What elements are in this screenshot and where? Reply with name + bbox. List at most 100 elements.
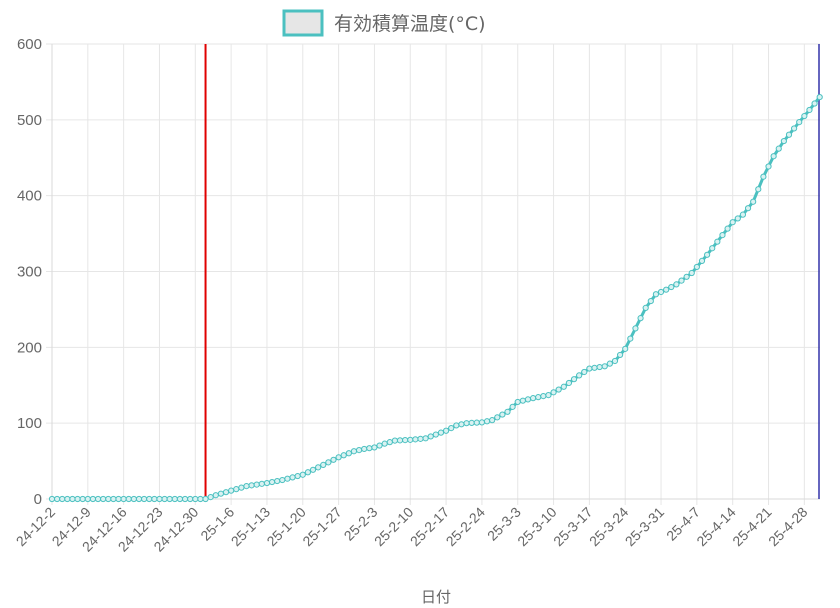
- legend-label[interactable]: 有効積算温度(°C): [334, 13, 486, 35]
- data-point: [268, 478, 276, 486]
- data-point: [120, 495, 127, 503]
- data-point: [146, 495, 153, 503]
- data-point: [417, 435, 424, 442]
- data-point: [432, 431, 439, 438]
- x-axis: 24-12-224-12-924-12-1624-12-2324-12-3025…: [13, 504, 811, 555]
- data-point: [719, 232, 726, 239]
- data-point: [243, 483, 250, 490]
- data-point: [524, 396, 532, 403]
- legend[interactable]: 有効積算温度(°C): [282, 9, 486, 37]
- data-point: [760, 173, 767, 180]
- data-point: [386, 439, 393, 446]
- data-point: [253, 481, 260, 488]
- data-point: [130, 495, 137, 503]
- data-point: [202, 495, 209, 503]
- data-point: [565, 379, 573, 387]
- data-point: [74, 495, 81, 503]
- data-point: [622, 345, 629, 352]
- data-point: [228, 487, 235, 494]
- data-point: [187, 495, 194, 503]
- series-line: [52, 96, 821, 501]
- x-tick-label: 25-1-20: [263, 504, 309, 550]
- data-point: [100, 495, 107, 503]
- x-tick-label: 25-4-28: [765, 504, 811, 550]
- data-point: [642, 304, 649, 311]
- data-point: [657, 288, 665, 296]
- data-point: [570, 376, 578, 383]
- data-point: [345, 450, 352, 457]
- data-point: [238, 484, 245, 491]
- data-point: [540, 393, 547, 400]
- data-point: [156, 495, 163, 503]
- x-tick-label: 25-3-10: [514, 504, 560, 550]
- data-point: [448, 425, 455, 432]
- legend-swatch[interactable]: [282, 9, 324, 37]
- data-point: [233, 486, 240, 493]
- data-point: [509, 403, 516, 410]
- data-point: [207, 494, 214, 501]
- data-point: [632, 325, 639, 332]
- data-point: [197, 495, 204, 503]
- data-point: [596, 363, 603, 371]
- data-point: [785, 131, 793, 138]
- data-point: [437, 429, 445, 436]
- x-tick-label: 25-2-24: [443, 504, 489, 550]
- data-point: [601, 363, 608, 370]
- y-tick-label: 300: [17, 264, 42, 281]
- data-point: [468, 419, 475, 427]
- data-point: [330, 456, 337, 463]
- data-point: [304, 469, 311, 476]
- data-point: [478, 419, 486, 426]
- data-point: [647, 297, 654, 305]
- data-point: [775, 145, 782, 152]
- data-point: [611, 357, 619, 365]
- y-tick-label: 500: [17, 112, 42, 129]
- data-point: [407, 436, 414, 443]
- data-point: [59, 495, 66, 503]
- data-point: [458, 421, 465, 428]
- data-point: [171, 495, 178, 503]
- data-point: [340, 452, 347, 459]
- data-point: [796, 119, 803, 126]
- data-point: [550, 389, 557, 396]
- data-point: [606, 360, 613, 367]
- y-tick-label: 200: [17, 339, 42, 356]
- data-point: [212, 492, 219, 499]
- data-point: [514, 398, 521, 406]
- data-point: [361, 445, 368, 453]
- data-point: [381, 440, 388, 447]
- data-point: [335, 454, 342, 461]
- data-point: [279, 476, 286, 484]
- y-tick-label: 400: [17, 188, 42, 205]
- data-point: [560, 383, 567, 390]
- data-point: [366, 445, 373, 452]
- y-tick-label: 0: [34, 491, 42, 508]
- vertical-markers: [204, 44, 820, 499]
- data-point: [315, 464, 322, 471]
- data-point: [617, 351, 624, 359]
- data-point: [396, 437, 404, 444]
- data-point: [791, 125, 798, 132]
- data-point: [637, 315, 644, 322]
- x-tick-label: 25-2-17: [407, 504, 453, 550]
- data-point: [48, 495, 56, 503]
- data-point: [89, 495, 97, 503]
- data-point: [535, 394, 542, 401]
- data-point: [576, 372, 583, 379]
- data-point: [801, 112, 808, 120]
- data-point: [412, 436, 419, 443]
- data-point: [627, 335, 634, 342]
- data-point: [135, 495, 143, 503]
- x-tick-label: 25-3-24: [586, 504, 632, 550]
- x-tick-label: 25-1-13: [228, 504, 274, 550]
- data-point: [248, 482, 255, 489]
- data-point: [161, 495, 168, 503]
- data-point: [755, 186, 762, 193]
- data-point: [714, 238, 721, 245]
- data-point: [299, 471, 306, 478]
- data-point: [427, 433, 434, 440]
- data-point: [652, 291, 660, 298]
- data-point: [453, 422, 460, 429]
- data-point: [54, 495, 61, 503]
- data-point: [673, 281, 680, 288]
